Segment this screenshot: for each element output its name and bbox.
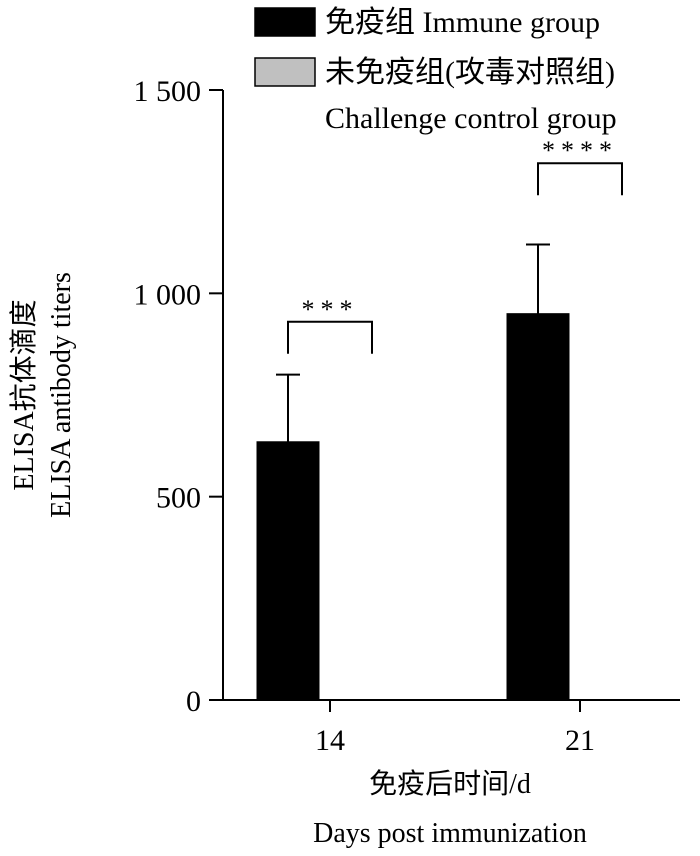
bar-immune-day-14 (256, 441, 320, 701)
significance-bracket (287, 320, 373, 354)
x-axis: 14 21 (223, 699, 680, 757)
significance-annotations: ******* (287, 136, 623, 354)
significance-label: **** (542, 136, 618, 165)
x-tick-label: 14 (315, 724, 345, 757)
bars (256, 243, 570, 701)
y-tick-label: 500 (156, 482, 201, 515)
legend-swatch-control (254, 57, 316, 87)
x-tick-label: 21 (565, 724, 595, 757)
x-axis-label-chinese: 免疫后时间/d (369, 768, 531, 800)
legend-label: 免疫组 Immune group (325, 6, 600, 39)
significance-bracket (537, 162, 623, 196)
legend-label: Challenge control group (325, 102, 617, 135)
legend-label: 未免疫组(攻毒对照组) (325, 56, 615, 89)
y-axis-label-english: ELISA antibody titers (46, 272, 77, 518)
x-axis-label-english: Days post immunization (313, 818, 587, 849)
y-tick-label: 1 000 (134, 278, 202, 311)
legend: 免疫组 Immune group 未免疫组(攻毒对照组) Challenge con… (254, 6, 617, 135)
legend-swatch-immune (254, 7, 316, 37)
y-tick-label: 0 (186, 685, 201, 718)
y-tick-label: 1 500 (134, 75, 202, 108)
bar-immune-day-21 (506, 313, 570, 701)
y-axis: 0 500 1 000 1 500 (134, 75, 224, 718)
significance-label: *** (302, 295, 359, 324)
y-axis-label-chinese: ELISA抗体滴度 (8, 299, 40, 490)
